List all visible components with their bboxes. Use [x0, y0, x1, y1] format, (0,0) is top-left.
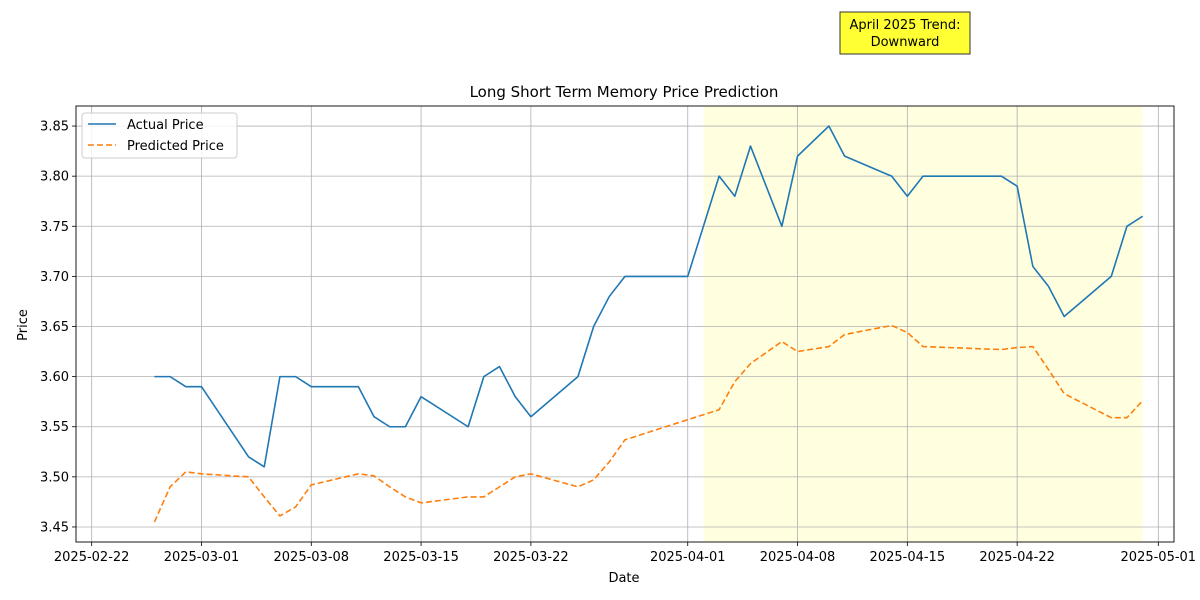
- x-tick-label: 2025-02-22: [54, 550, 130, 565]
- y-tick-label: 3.70: [40, 270, 69, 285]
- trend-annotation-line2: Downward: [871, 35, 940, 50]
- chart-title: Long Short Term Memory Price Prediction: [470, 83, 779, 101]
- x-tick-label: 2025-03-15: [383, 550, 459, 565]
- trend-annotation: April 2025 Trend: Downward: [839, 11, 971, 55]
- y-tick-label: 3.75: [40, 220, 69, 235]
- x-tick-label: 2025-04-15: [870, 550, 946, 565]
- x-tick-label: 2025-05-01: [1121, 550, 1197, 565]
- trend-annotation-line1: April 2025 Trend:: [849, 18, 960, 33]
- legend: Actual Price Predicted Price: [81, 112, 238, 159]
- x-tick-label: 2025-03-08: [274, 550, 350, 565]
- y-tick-label: 3.55: [40, 420, 69, 435]
- legend-label-predicted-price: Predicted Price: [127, 139, 224, 154]
- y-tick-label: 3.45: [40, 520, 69, 535]
- series-line-predicted-price: [153, 324, 1144, 523]
- x-tick-label: 2025-04-22: [979, 550, 1055, 565]
- y-tick-label: 3.50: [40, 470, 69, 485]
- series-line-actual-price: [154, 125, 1144, 468]
- x-tick-label: 2025-04-01: [650, 550, 726, 565]
- plot-frame: [75, 105, 1175, 543]
- y-tick-label: 3.60: [40, 370, 69, 385]
- legend-box: [81, 112, 238, 159]
- y-tick-label: 3.80: [40, 170, 69, 185]
- trend-annotation-box: [839, 11, 971, 55]
- x-tick-label: 2025-03-01: [164, 550, 240, 565]
- y-tick-label: 3.85: [40, 120, 69, 135]
- y-tick-label: 3.65: [40, 320, 69, 335]
- highlight-band: [703, 106, 1143, 542]
- x-axis-label: Date: [608, 571, 639, 586]
- y-axis-label: Price: [16, 309, 31, 341]
- legend-label-actual-price: Actual Price: [127, 118, 204, 133]
- x-tick-label: 2025-03-22: [493, 550, 569, 565]
- x-tick-label: 2025-04-08: [760, 550, 836, 565]
